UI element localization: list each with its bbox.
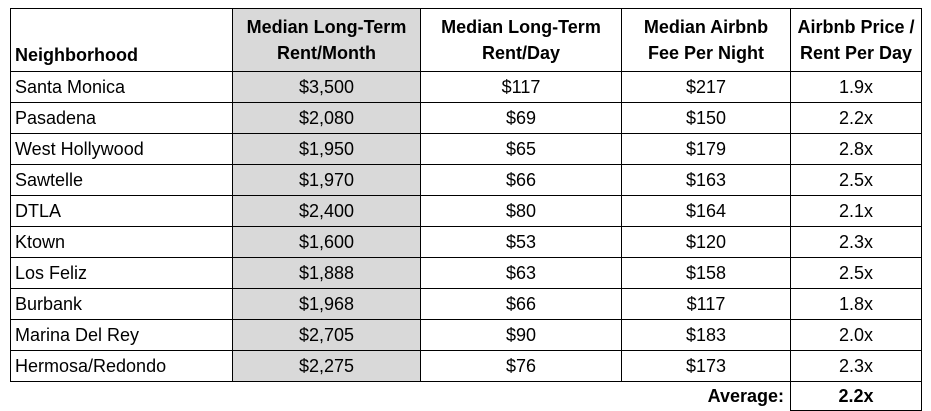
header-rent-month[interactable]: Median Long-Term Rent/Month [232, 8, 421, 72]
rent-comparison-table: Neighborhood Median Long-Term Rent/Month… [10, 8, 922, 411]
cell-rent-month[interactable]: $1,970 [232, 164, 421, 196]
cell-ratio[interactable]: 2.8x [790, 133, 922, 165]
cell-neighborhood[interactable]: Marina Del Rey [10, 319, 233, 351]
table-row: Hermosa/Redondo $2,275 $76 $173 2.3x [10, 350, 922, 382]
cell-neighborhood[interactable]: DTLA [10, 195, 233, 227]
cell-neighborhood[interactable]: West Hollywood [10, 133, 233, 165]
cell-rent-month[interactable]: $1,950 [232, 133, 421, 165]
cell-rent-month[interactable]: $1,888 [232, 257, 421, 289]
header-rent-day[interactable]: Median Long-Term Rent/Day [420, 8, 622, 72]
cell-neighborhood[interactable]: Burbank [10, 288, 233, 320]
average-value[interactable]: 2.2x [790, 381, 922, 411]
header-ratio-line-1: Airbnb Price / [797, 16, 915, 37]
header-airbnb-fee[interactable]: Median Airbnb Fee Per Night [621, 8, 791, 72]
cell-airbnb-fee[interactable]: $179 [621, 133, 791, 165]
cell-neighborhood[interactable]: Hermosa/Redondo [10, 350, 233, 382]
header-rent-month-line-1: Median Long-Term [246, 16, 407, 37]
cell-airbnb-fee[interactable]: $164 [621, 195, 791, 227]
cell-rent-day[interactable]: $66 [420, 164, 622, 196]
cell-rent-month[interactable]: $1,600 [232, 226, 421, 258]
cell-neighborhood[interactable]: Santa Monica [10, 71, 233, 103]
cell-ratio[interactable]: 1.9x [790, 71, 922, 103]
cell-rent-month[interactable]: $2,400 [232, 195, 421, 227]
cell-ratio[interactable]: 1.8x [790, 288, 922, 320]
header-airbnb-fee-line-2: Fee Per Night [647, 42, 765, 63]
cell-rent-day[interactable]: $65 [420, 133, 622, 165]
empty-cell [421, 382, 622, 411]
cell-rent-day[interactable]: $76 [420, 350, 622, 382]
empty-cell [233, 382, 421, 411]
header-ratio-line-2: Rent Per Day [799, 42, 913, 63]
table-row: DTLA $2,400 $80 $164 2.1x [10, 195, 922, 227]
cell-airbnb-fee[interactable]: $117 [621, 288, 791, 320]
cell-ratio[interactable]: 2.2x [790, 102, 922, 134]
cell-ratio[interactable]: 2.3x [790, 350, 922, 382]
cell-rent-month[interactable]: $2,275 [232, 350, 421, 382]
header-airbnb-fee-line-1: Median Airbnb [643, 16, 769, 37]
cell-rent-month[interactable]: $3,500 [232, 71, 421, 103]
cell-rent-month[interactable]: $2,080 [232, 102, 421, 134]
header-ratio[interactable]: Airbnb Price / Rent Per Day [790, 8, 922, 72]
table-row: Marina Del Rey $2,705 $90 $183 2.0x [10, 319, 922, 351]
table-row: Sawtelle $1,970 $66 $163 2.5x [10, 164, 922, 196]
cell-neighborhood[interactable]: Sawtelle [10, 164, 233, 196]
cell-rent-day[interactable]: $66 [420, 288, 622, 320]
cell-airbnb-fee[interactable]: $150 [621, 102, 791, 134]
cell-ratio[interactable]: 2.5x [790, 164, 922, 196]
cell-rent-day[interactable]: $90 [420, 319, 622, 351]
cell-airbnb-fee[interactable]: $163 [621, 164, 791, 196]
average-label: Average: [707, 386, 784, 407]
header-rent-day-line-2: Rent/Day [481, 42, 561, 63]
cell-airbnb-fee[interactable]: $158 [621, 257, 791, 289]
header-rent-day-line-1: Median Long-Term [441, 16, 601, 37]
cell-airbnb-fee[interactable]: $120 [621, 226, 791, 258]
cell-rent-month[interactable]: $2,705 [232, 319, 421, 351]
table-row: Santa Monica $3,500 $117 $217 1.9x [10, 71, 922, 103]
cell-rent-day[interactable]: $63 [420, 257, 622, 289]
empty-cell [11, 382, 233, 411]
cell-ratio[interactable]: 2.0x [790, 319, 922, 351]
header-row: Neighborhood Median Long-Term Rent/Month… [10, 8, 922, 72]
average-row: Average: 2.2x [11, 381, 922, 411]
table-row: Los Feliz $1,888 $63 $158 2.5x [10, 257, 922, 289]
cell-rent-day[interactable]: $117 [420, 71, 622, 103]
table-row: Burbank $1,968 $66 $117 1.8x [10, 288, 922, 320]
header-rent-month-line-2: Rent/Month [277, 42, 376, 63]
cell-rent-day[interactable]: $80 [420, 195, 622, 227]
table-row: West Hollywood $1,950 $65 $179 2.8x [10, 133, 922, 165]
table-row: Pasadena $2,080 $69 $150 2.2x [10, 102, 922, 134]
cell-airbnb-fee[interactable]: $183 [621, 319, 791, 351]
header-neighborhood[interactable]: Neighborhood [10, 8, 233, 72]
cell-airbnb-fee[interactable]: $217 [621, 71, 791, 103]
cell-ratio[interactable]: 2.5x [790, 257, 922, 289]
cell-neighborhood[interactable]: Pasadena [10, 102, 233, 134]
cell-neighborhood[interactable]: Los Feliz [10, 257, 233, 289]
cell-ratio[interactable]: 2.3x [790, 226, 922, 258]
cell-neighborhood[interactable]: Ktown [10, 226, 233, 258]
cell-rent-month[interactable]: $1,968 [232, 288, 421, 320]
cell-airbnb-fee[interactable]: $173 [621, 350, 791, 382]
cell-rent-day[interactable]: $53 [420, 226, 622, 258]
cell-rent-day[interactable]: $69 [420, 102, 622, 134]
cell-ratio[interactable]: 2.1x [790, 195, 922, 227]
table-row: Ktown $1,600 $53 $120 2.3x [10, 226, 922, 258]
